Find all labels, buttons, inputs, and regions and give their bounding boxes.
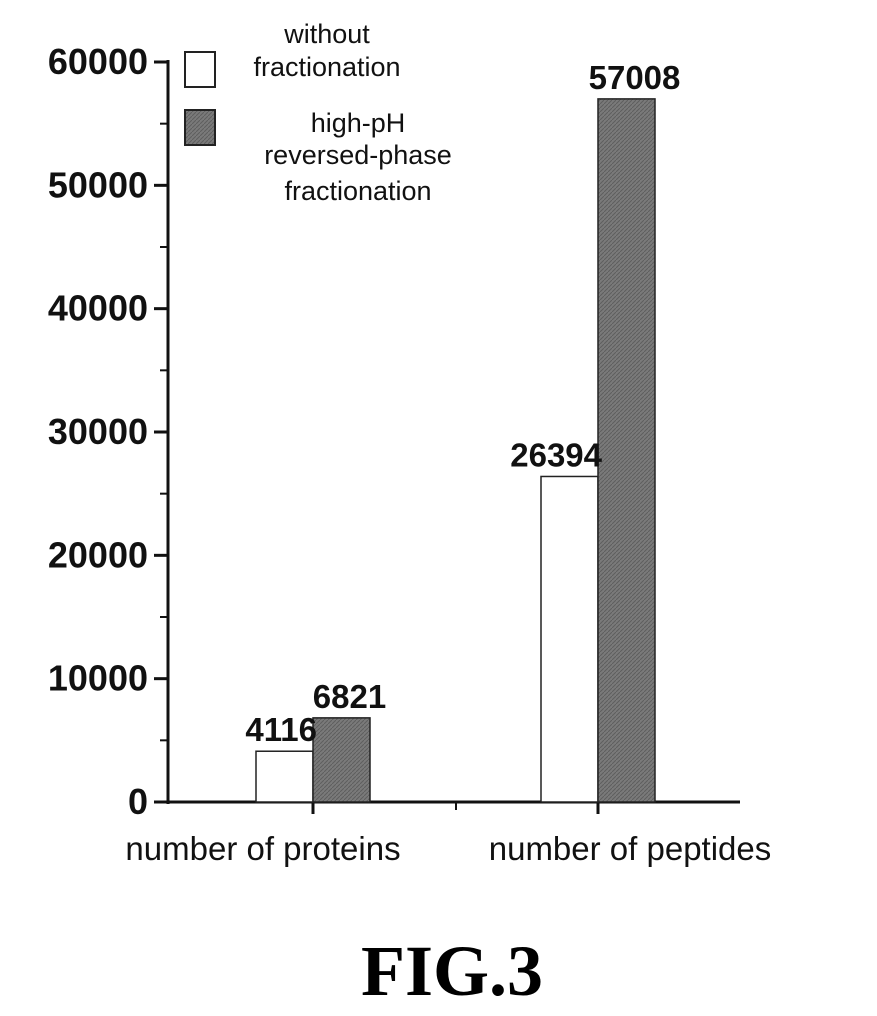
- chart-legend: withoutfractionationhigh-pHreversed-phas…: [184, 19, 452, 206]
- bar-without-fractionation: [255, 750, 314, 803]
- legend-label: fractionation: [284, 176, 431, 206]
- chart-bars: [255, 98, 656, 803]
- legend-swatch-high-ph-fractionation: [184, 109, 216, 146]
- legend-label: high-pH: [311, 108, 406, 138]
- legend-label: reversed-phase: [264, 140, 452, 170]
- y-tick-label: 60000: [48, 41, 148, 82]
- y-tick-label: 20000: [48, 534, 148, 575]
- y-tick-label: 50000: [48, 164, 148, 205]
- bar-without-fractionation: [540, 475, 599, 803]
- legend-label: fractionation: [253, 52, 400, 82]
- y-tick-label: 10000: [48, 658, 148, 699]
- figure-label: FIG.3: [361, 931, 543, 1011]
- data-label: 6821: [313, 678, 386, 715]
- y-tick-label: 0: [128, 781, 148, 822]
- y-tick-label: 30000: [48, 411, 148, 452]
- bar-high-ph-fractionation: [312, 717, 371, 803]
- legend-swatch-without-fractionation: [184, 51, 216, 88]
- chart-axes: 0 10000 20000 30000 40000 50000 60000 number of…: [48, 41, 771, 867]
- x-category-label: number of proteins: [125, 830, 400, 867]
- y-tick-label: 40000: [48, 288, 148, 329]
- x-category-label: number of peptides: [489, 830, 772, 867]
- data-label: 26394: [510, 436, 602, 473]
- data-label: 57008: [589, 59, 681, 96]
- data-label: 4116: [245, 711, 317, 748]
- bar-high-ph-fractionation: [597, 98, 656, 803]
- chart-labels: 4116 26394 6821 57008: [245, 59, 680, 748]
- legend-label: without: [283, 19, 370, 49]
